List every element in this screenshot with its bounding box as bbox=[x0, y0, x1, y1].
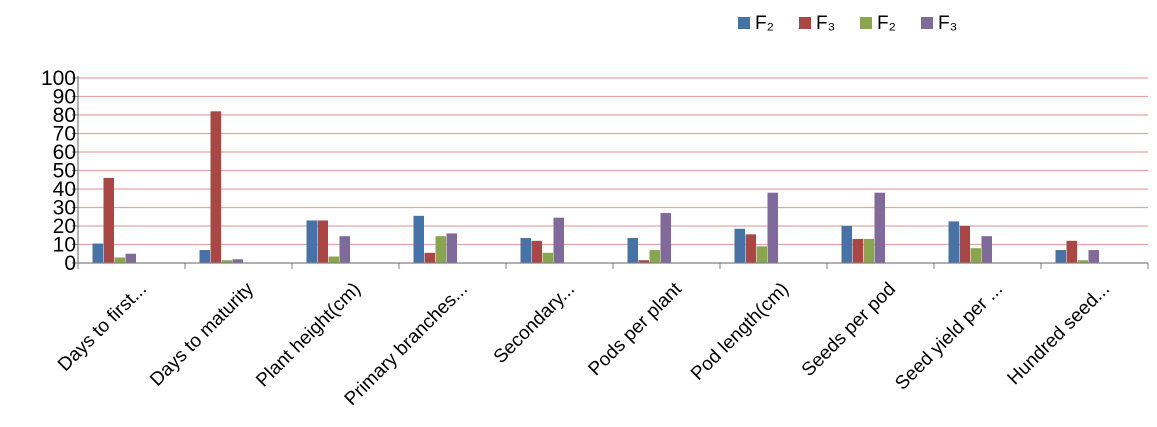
bar bbox=[199, 250, 210, 263]
bar bbox=[863, 238, 874, 263]
legend-label: F₃ bbox=[816, 13, 835, 34]
bar bbox=[1055, 250, 1066, 263]
bar bbox=[413, 215, 424, 263]
bar bbox=[627, 238, 638, 263]
bar bbox=[306, 220, 317, 263]
bar bbox=[649, 250, 660, 263]
y-tick-label: 80 bbox=[53, 104, 76, 127]
bar bbox=[424, 252, 435, 263]
y-tick-label: 70 bbox=[53, 123, 76, 146]
bar bbox=[852, 238, 863, 263]
legend-label: F₂ bbox=[755, 13, 774, 34]
x-category-label: Primary branches... bbox=[341, 279, 472, 410]
bar bbox=[841, 226, 852, 263]
bar bbox=[1077, 260, 1088, 263]
bar bbox=[435, 236, 446, 263]
bar bbox=[339, 236, 350, 263]
x-category-label: Seeds per pod bbox=[798, 279, 900, 381]
bar bbox=[317, 220, 328, 263]
bar bbox=[114, 257, 125, 263]
legend-label: F₃ bbox=[938, 13, 957, 34]
y-tick-label: 60 bbox=[53, 141, 76, 164]
y-tick-label: 90 bbox=[53, 86, 76, 109]
bar bbox=[734, 228, 745, 263]
y-tick-label: 50 bbox=[53, 160, 76, 183]
x-category-label: Days to first... bbox=[54, 279, 151, 376]
legend-label: F₂ bbox=[877, 13, 896, 34]
bar bbox=[959, 226, 970, 263]
bar bbox=[970, 248, 981, 263]
legend-swatch bbox=[738, 17, 750, 29]
bar bbox=[756, 246, 767, 263]
bar bbox=[1066, 240, 1077, 263]
y-tick-label: 10 bbox=[53, 234, 76, 257]
bar bbox=[125, 253, 136, 263]
bar bbox=[553, 217, 564, 263]
bar bbox=[520, 238, 531, 263]
x-category-label: Hundred seed... bbox=[1004, 279, 1114, 389]
bar bbox=[745, 234, 756, 263]
y-tick-label: 40 bbox=[53, 178, 76, 201]
bar bbox=[92, 243, 103, 263]
x-category-label: Days to maturity bbox=[146, 278, 258, 390]
legend-swatch bbox=[921, 17, 933, 29]
legend-swatch bbox=[799, 17, 811, 29]
legend: F₂ F₃ F₂ F₃ bbox=[738, 13, 957, 34]
bar bbox=[874, 192, 885, 263]
bar bbox=[221, 260, 232, 263]
y-tick-label: 20 bbox=[53, 215, 76, 238]
axes bbox=[77, 76, 1149, 269]
bar bbox=[1088, 250, 1099, 263]
bar bbox=[660, 213, 671, 263]
x-category-label: Secondary... bbox=[490, 279, 579, 368]
x-category-label: Seed yield per ... bbox=[891, 279, 1007, 395]
bar bbox=[232, 259, 243, 263]
bar bbox=[446, 233, 457, 263]
bar bbox=[638, 260, 649, 263]
x-category-label: Pod length(cm) bbox=[687, 279, 793, 385]
y-tick-label: 30 bbox=[53, 197, 76, 220]
gridlines bbox=[78, 77, 1148, 246]
bar bbox=[981, 236, 992, 263]
y-tick-label: 100 bbox=[41, 67, 76, 90]
y-tick-label: 0 bbox=[64, 252, 76, 275]
bars bbox=[92, 111, 1099, 263]
bar bbox=[103, 177, 114, 263]
x-category-label: Pods per plant bbox=[585, 278, 687, 380]
bar bbox=[328, 256, 339, 263]
bar bbox=[542, 252, 553, 263]
bar bbox=[531, 240, 542, 263]
bar bbox=[210, 111, 221, 263]
legend-swatch bbox=[860, 17, 872, 29]
bar bbox=[948, 221, 959, 263]
x-category-label: Plant height(cm) bbox=[252, 279, 365, 392]
bar bbox=[767, 192, 778, 263]
